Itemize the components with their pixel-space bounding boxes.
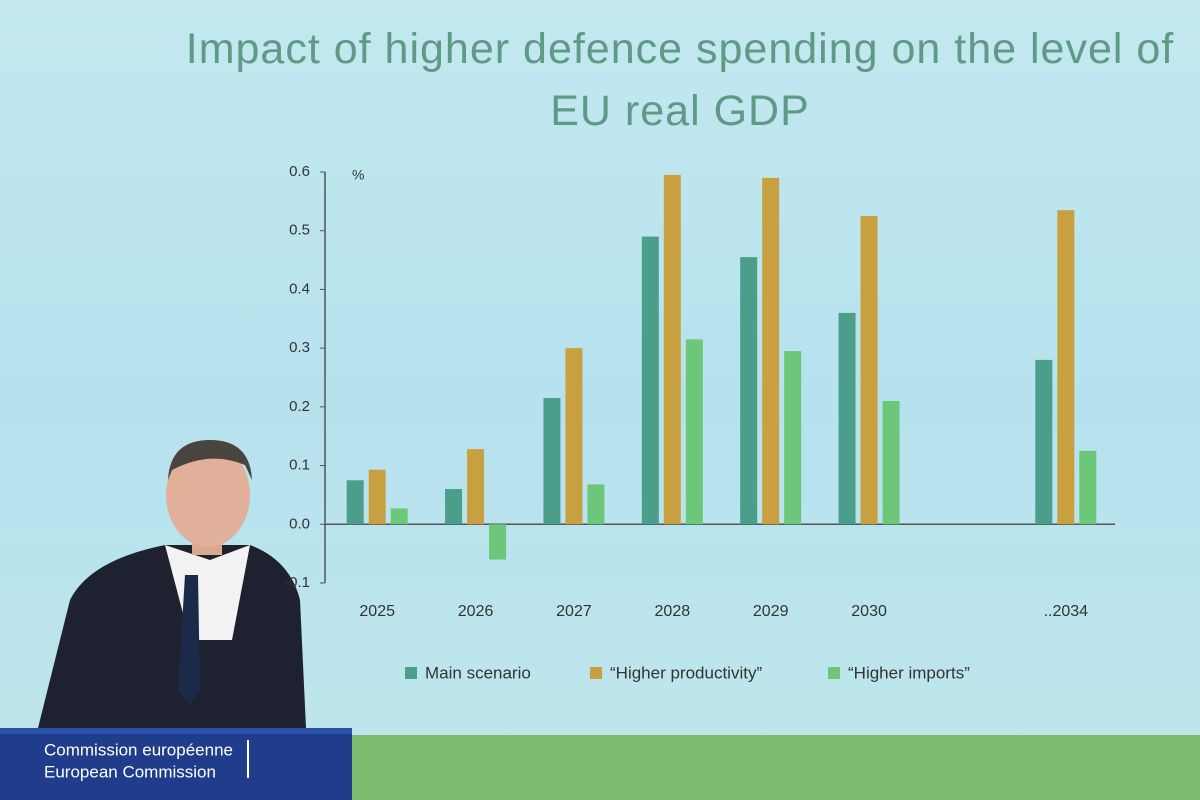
bar xyxy=(685,339,703,525)
bar xyxy=(565,348,583,525)
bar xyxy=(838,312,856,525)
bar xyxy=(587,484,605,525)
bar xyxy=(346,480,364,525)
bar xyxy=(489,524,507,560)
x-tick-label: ..2034 xyxy=(1044,603,1089,620)
y-tick-label: 0.1 xyxy=(289,457,310,474)
legend-swatch xyxy=(828,667,840,679)
y-tick-label: 0.6 xyxy=(289,163,310,180)
bar xyxy=(882,400,900,525)
y-tick-label: 0.3 xyxy=(289,339,310,356)
bar xyxy=(1035,359,1053,525)
podium-line: Commission européenne xyxy=(44,740,233,759)
y-tick-label: 0.5 xyxy=(289,222,310,239)
bar xyxy=(368,469,386,525)
bar xyxy=(860,216,878,525)
legend-label: Main scenario xyxy=(425,663,531,682)
podium-line: European Commission xyxy=(44,762,216,781)
bar xyxy=(390,508,408,525)
y-tick-label: 0.2 xyxy=(289,398,310,415)
bar xyxy=(663,174,681,525)
bar xyxy=(762,177,780,525)
bar xyxy=(1057,210,1075,525)
x-tick-label: 2025 xyxy=(359,603,395,620)
bar xyxy=(467,449,485,525)
x-tick-label: 2029 xyxy=(753,603,789,620)
x-tick-label: 2026 xyxy=(458,603,494,620)
y-tick-label: 0.0 xyxy=(289,515,310,532)
y-axis-label: % xyxy=(352,167,364,183)
x-tick-label: 2027 xyxy=(556,603,592,620)
speaker xyxy=(38,440,306,728)
bar xyxy=(1079,450,1097,525)
slide-footer-band xyxy=(352,735,1200,800)
y-tick-label: 0.4 xyxy=(289,280,310,297)
bar xyxy=(641,236,659,525)
podium: Commission européenne European Commissio… xyxy=(0,728,352,800)
legend-swatch xyxy=(590,667,602,679)
legend-swatch xyxy=(405,667,417,679)
x-tick-label: 2030 xyxy=(851,603,887,620)
bar xyxy=(543,398,561,525)
bar xyxy=(740,257,758,525)
chart-title: Impact of higher defence spending on the… xyxy=(185,25,1175,135)
bar xyxy=(445,489,463,525)
y-tick-label: -0.1 xyxy=(284,574,310,591)
x-tick-label: 2028 xyxy=(655,603,691,620)
legend-label: “Higher productivity” xyxy=(610,663,762,682)
bar xyxy=(784,351,802,525)
legend-label: “Higher imports” xyxy=(848,663,970,682)
